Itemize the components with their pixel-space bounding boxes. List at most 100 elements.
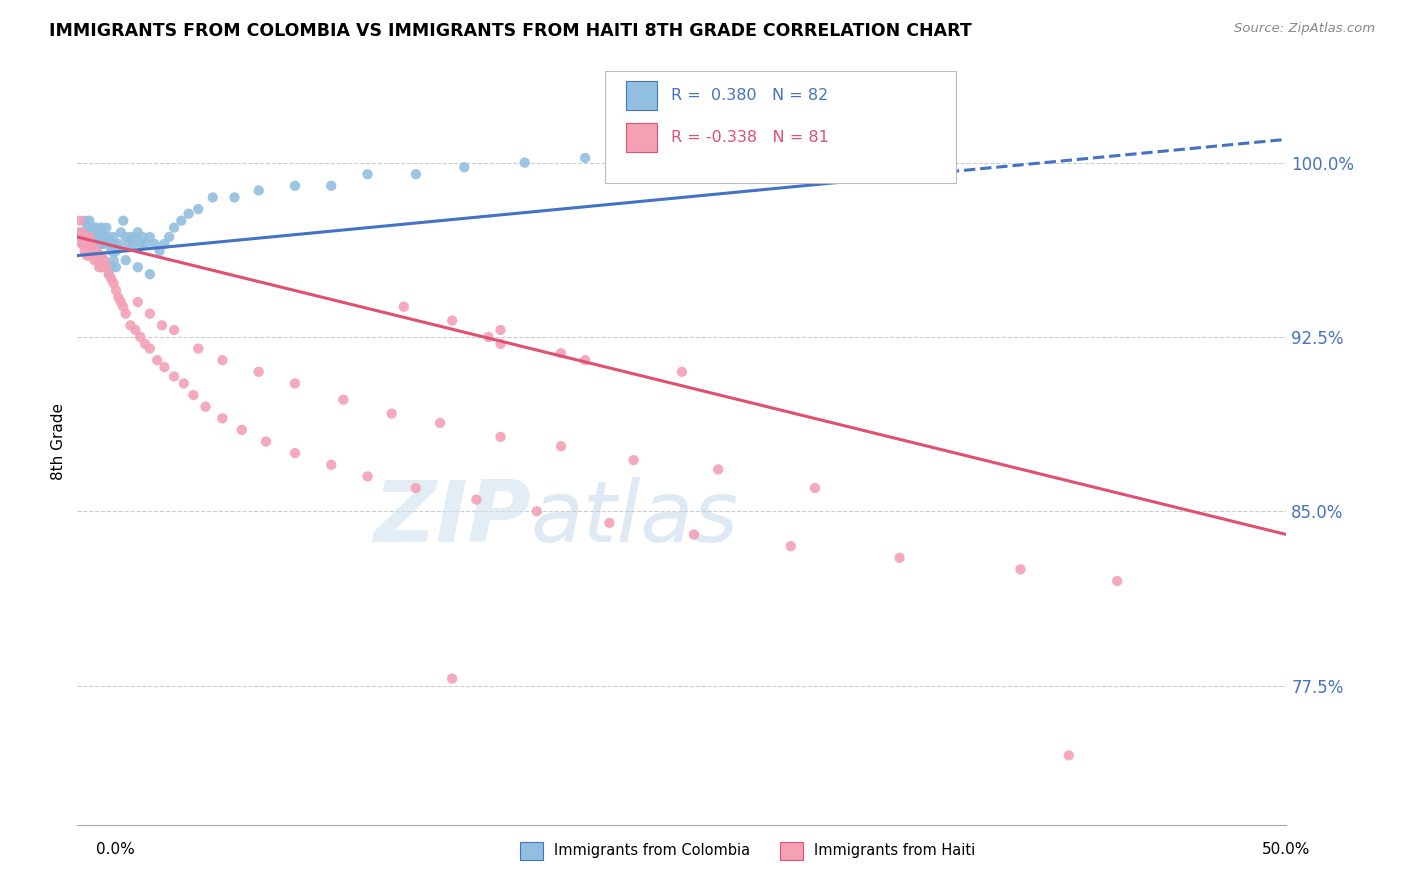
- Point: [211, 411, 233, 425]
- Point: [139, 307, 162, 321]
- Point: [76, 230, 98, 244]
- Point: [76, 236, 98, 251]
- Point: [103, 253, 125, 268]
- Point: [107, 290, 129, 304]
- Point: [247, 365, 270, 379]
- Point: [70, 225, 93, 239]
- Point: [114, 253, 136, 268]
- Point: [139, 230, 162, 244]
- Point: [183, 388, 205, 402]
- Point: [80, 230, 103, 244]
- Point: [103, 277, 125, 291]
- Point: [792, 144, 814, 158]
- Point: [122, 236, 145, 251]
- Point: [96, 220, 118, 235]
- Point: [86, 244, 108, 258]
- Point: [163, 220, 186, 235]
- Point: [100, 244, 122, 258]
- Point: [87, 260, 110, 275]
- Point: [87, 249, 110, 263]
- Point: [429, 416, 451, 430]
- Point: [90, 260, 112, 275]
- Point: [87, 230, 110, 244]
- Point: [73, 236, 96, 251]
- Point: [93, 236, 115, 251]
- Point: [321, 178, 343, 193]
- Point: [114, 307, 136, 321]
- Point: [153, 360, 176, 375]
- Point: [79, 249, 101, 263]
- Point: [127, 295, 149, 310]
- Point: [405, 481, 427, 495]
- Point: [100, 272, 122, 286]
- Point: [889, 550, 911, 565]
- Point: [134, 236, 156, 251]
- Point: [574, 151, 596, 165]
- Point: [80, 236, 103, 251]
- Point: [73, 244, 96, 258]
- Point: [97, 230, 120, 244]
- Text: R =  0.380   N = 82: R = 0.380 N = 82: [671, 88, 828, 103]
- Point: [103, 230, 125, 244]
- Point: [112, 213, 135, 227]
- Point: [170, 213, 193, 227]
- Point: [804, 481, 827, 495]
- Text: Source: ZipAtlas.com: Source: ZipAtlas.com: [1234, 22, 1375, 36]
- Point: [127, 225, 149, 239]
- Point: [93, 230, 115, 244]
- Point: [574, 353, 596, 368]
- Point: [107, 236, 129, 251]
- Point: [254, 434, 277, 449]
- Point: [163, 323, 186, 337]
- Point: [146, 353, 169, 368]
- Point: [124, 230, 146, 244]
- Point: [129, 236, 152, 251]
- Point: [105, 244, 128, 258]
- Point: [550, 346, 572, 360]
- Point: [441, 672, 464, 686]
- Point: [117, 236, 139, 251]
- Point: [163, 369, 186, 384]
- Point: [79, 213, 101, 227]
- Point: [1010, 562, 1032, 576]
- Point: [598, 516, 620, 530]
- Point: [69, 213, 91, 227]
- Point: [718, 144, 741, 158]
- Point: [150, 318, 173, 333]
- Point: [93, 253, 115, 268]
- Point: [124, 323, 146, 337]
- Point: [284, 446, 307, 460]
- Point: [465, 492, 488, 507]
- Point: [79, 236, 101, 251]
- Point: [73, 213, 96, 227]
- Point: [103, 236, 125, 251]
- Point: [73, 225, 96, 239]
- Point: [187, 342, 209, 356]
- Point: [131, 230, 153, 244]
- Point: [247, 184, 270, 198]
- Point: [70, 236, 93, 251]
- Point: [70, 236, 93, 251]
- Point: [86, 253, 108, 268]
- Point: [110, 225, 132, 239]
- Point: [96, 230, 118, 244]
- Point: [90, 230, 112, 244]
- Point: [127, 260, 149, 275]
- Point: [707, 462, 730, 476]
- Point: [79, 230, 101, 244]
- Point: [86, 220, 108, 235]
- Point: [110, 295, 132, 310]
- Point: [224, 190, 246, 204]
- Point: [76, 249, 98, 263]
- Point: [284, 178, 307, 193]
- Point: [173, 376, 195, 391]
- Point: [112, 300, 135, 314]
- Point: [80, 244, 103, 258]
- Point: [405, 167, 427, 181]
- Point: [441, 313, 464, 327]
- Point: [83, 236, 105, 251]
- Point: [87, 225, 110, 239]
- Point: [134, 337, 156, 351]
- Point: [284, 376, 307, 391]
- Point: [231, 423, 253, 437]
